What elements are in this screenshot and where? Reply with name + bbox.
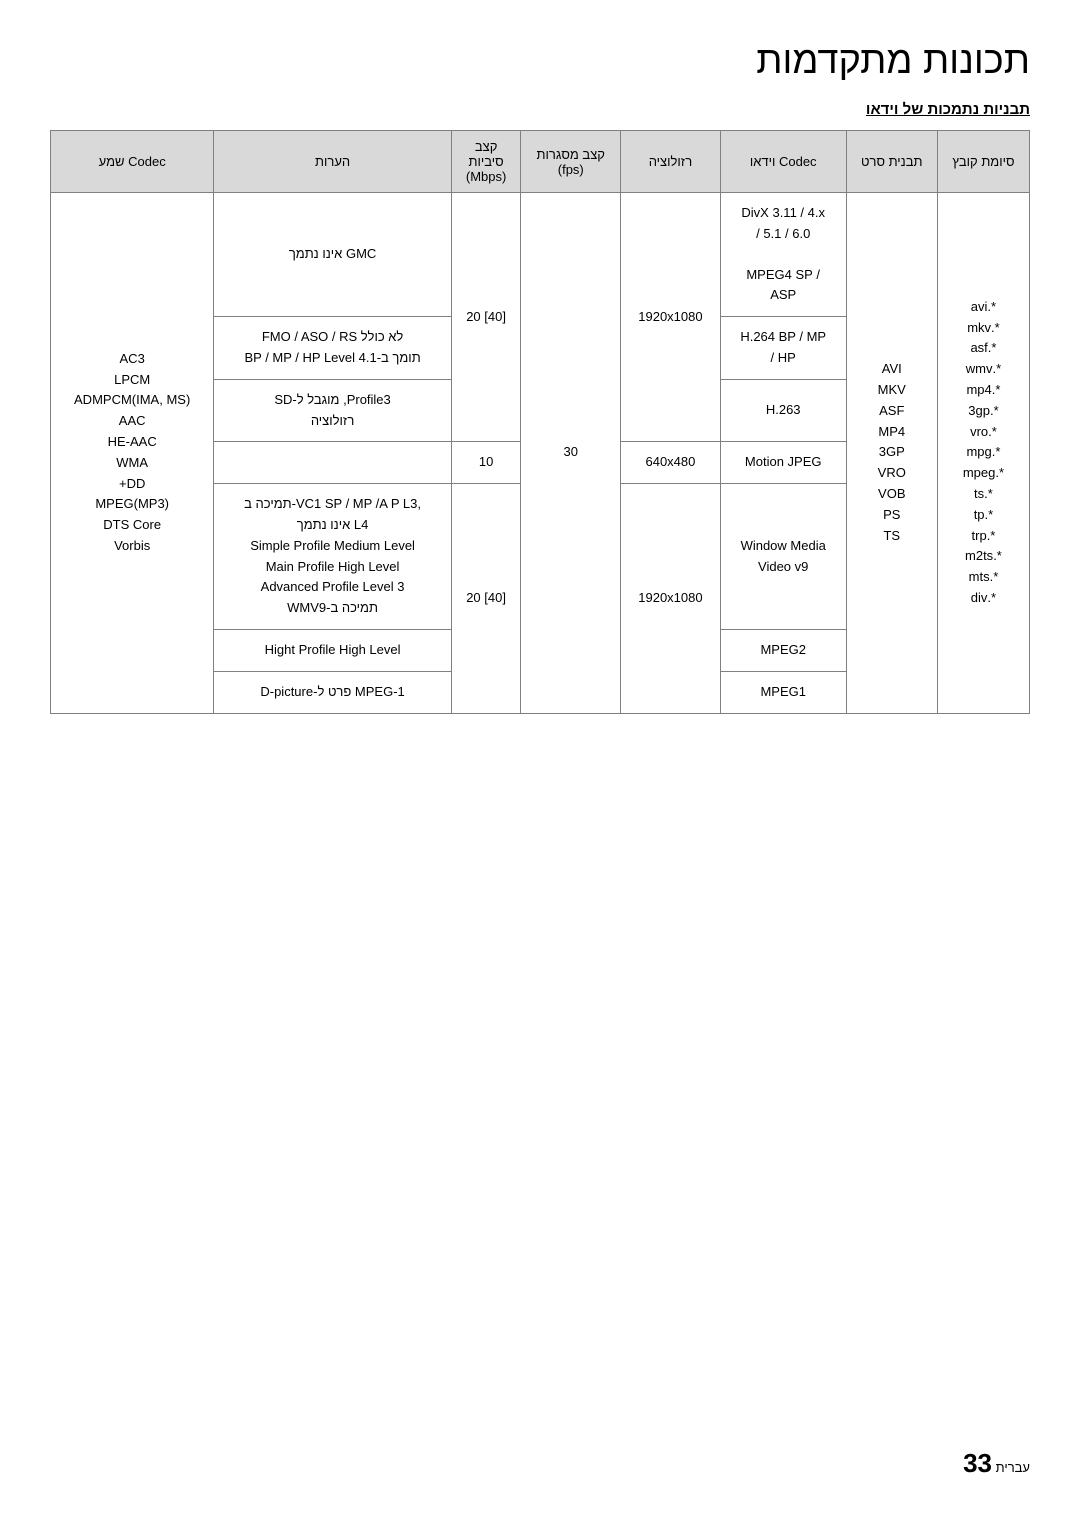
header-vcodec: Codec וידאו	[720, 131, 846, 193]
page-number: 33	[963, 1448, 992, 1478]
cell-extensions: *.avi *.mkv *.asf *.wmv *.mp4 *.3gp *.vr…	[937, 193, 1029, 714]
cell-vcodec-mpeg4: / MPEG4 SP ASP	[720, 255, 846, 317]
cell-vcodec-mjpeg: Motion JPEG	[720, 442, 846, 484]
video-spec-table: סיומת קובץ תבנית סרט Codec וידאו רזולוצי…	[50, 130, 1030, 714]
cell-note-wmv9: ,VC1 SP / MP /A P L3-תמיכה ב L4 אינו נתמ…	[214, 484, 451, 630]
cell-bitrate-3: [40] 20	[451, 484, 521, 713]
cell-vcodec-wmv: Window Media Video v9	[720, 484, 846, 630]
footer-label: עברית	[996, 1460, 1030, 1475]
cell-vcodec-mpeg2: MPEG2	[720, 629, 846, 671]
cell-bitrate-1: [40] 20	[451, 193, 521, 442]
cell-note-empty	[214, 442, 451, 484]
cell-note-gmc: GMC אינו נתמך	[214, 193, 451, 317]
cell-vcodec-h264: H.264 BP / MP HP /	[720, 317, 846, 380]
cell-note-profile3: Profile3, מוגבל ל-SD רזולוציה	[214, 379, 451, 442]
header-acodec: Codec שמע	[51, 131, 214, 193]
header-bitrate: קצב סיביות (Mbps)	[451, 131, 521, 193]
page-footer: עברית 33	[957, 1448, 1030, 1479]
cell-res-hd2: 1920x1080	[621, 484, 721, 713]
header-resolution: רזולוציה	[621, 131, 721, 193]
cell-res-sd: 640x480	[621, 442, 721, 484]
cell-vcodec-mpeg1: MPEG1	[720, 671, 846, 713]
cell-note-dpic: MPEG-1 פרט ל-D-picture	[214, 671, 451, 713]
header-notes: הערות	[214, 131, 451, 193]
cell-note-fmo: לא כולל FMO / ASO / RS תומך ב-BP / MP / …	[214, 317, 451, 380]
cell-res-hd1: 1920x1080	[621, 193, 721, 442]
section-subtitle: תבניות נתמכות של וידאו	[50, 101, 1030, 118]
cell-fps: 30	[521, 193, 621, 714]
header-container: תבנית סרט	[846, 131, 937, 193]
page-title: תכונות מתקדמות	[50, 40, 1030, 83]
cell-containers: AVI MKV ASF MP4 3GP VRO VOB PS TS	[846, 193, 937, 714]
cell-note-hight: Hight Profile High Level	[214, 629, 451, 671]
cell-vcodec-h263: H.263	[720, 379, 846, 442]
header-fps: קצב מסגרות (fps)	[521, 131, 621, 193]
cell-vcodec-divx: DivX 3.11 / 4.x 6.0 / 5.1 /	[720, 193, 846, 255]
cell-bitrate-2: 10	[451, 442, 521, 484]
header-extension: סיומת קובץ	[937, 131, 1029, 193]
cell-acodec: AC3 LPCM ADMPCM(IMA, MS) AAC HE-AAC WMA …	[51, 193, 214, 714]
